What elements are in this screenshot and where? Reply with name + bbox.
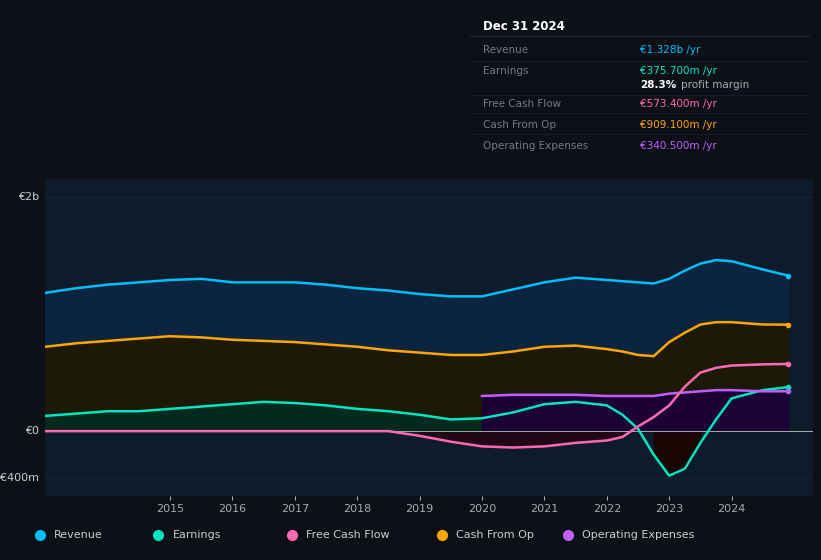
Text: Free Cash Flow: Free Cash Flow (484, 99, 562, 109)
Text: 28.3%: 28.3% (640, 80, 677, 90)
Text: Cash From Op: Cash From Op (484, 120, 557, 130)
Text: €2b: €2b (18, 192, 39, 202)
Text: Earnings: Earnings (172, 530, 221, 540)
Text: Dec 31 2024: Dec 31 2024 (484, 20, 565, 32)
Text: Cash From Op: Cash From Op (456, 530, 534, 540)
Text: €1.328b /yr: €1.328b /yr (640, 45, 700, 55)
Text: profit margin: profit margin (681, 80, 749, 90)
Text: Revenue: Revenue (484, 45, 529, 55)
Text: -€400m: -€400m (0, 473, 39, 483)
Text: Revenue: Revenue (54, 530, 103, 540)
Text: €573.400m /yr: €573.400m /yr (640, 99, 717, 109)
Text: Free Cash Flow: Free Cash Flow (306, 530, 390, 540)
Text: Operating Expenses: Operating Expenses (484, 141, 589, 151)
Text: Operating Expenses: Operating Expenses (582, 530, 695, 540)
Text: €0: €0 (25, 426, 39, 436)
Text: €340.500m /yr: €340.500m /yr (640, 141, 717, 151)
Text: €909.100m /yr: €909.100m /yr (640, 120, 717, 130)
Text: €375.700m /yr: €375.700m /yr (640, 66, 717, 76)
Text: Earnings: Earnings (484, 66, 529, 76)
